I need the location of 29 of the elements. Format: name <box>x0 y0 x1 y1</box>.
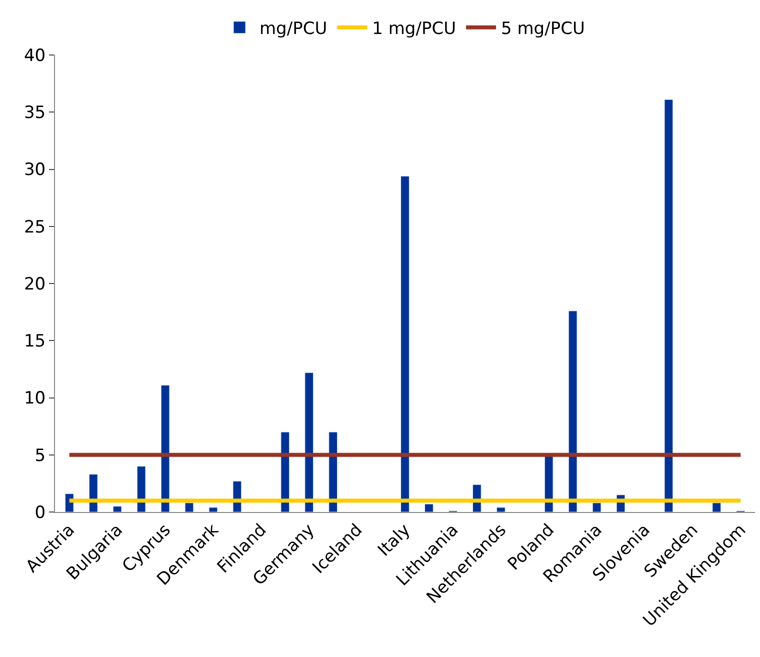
bar <box>160 384 170 512</box>
bar <box>304 372 314 512</box>
bar <box>136 466 146 512</box>
legend-label: mg/PCU <box>260 19 328 40</box>
bar <box>328 432 338 512</box>
bar <box>208 507 218 512</box>
bar <box>88 474 98 512</box>
bar <box>112 506 122 512</box>
bar <box>280 432 290 512</box>
y-tick-label: 30 <box>24 160 46 180</box>
bar <box>544 456 554 512</box>
y-tick-label: 25 <box>24 217 46 238</box>
bar <box>496 507 506 512</box>
y-tick-label: 10 <box>24 388 46 409</box>
y-tick-label: 20 <box>24 274 46 294</box>
bar <box>400 176 410 512</box>
y-tick-label: 5 <box>34 446 46 466</box>
bar <box>184 502 194 512</box>
bar <box>664 99 674 512</box>
bar <box>568 310 578 512</box>
y-tick-label: 40 <box>24 46 46 66</box>
y-tick-label: 15 <box>24 332 46 352</box>
legend-label: 5 mg/PCU <box>501 19 585 40</box>
legend-label: 1 mg/PCU <box>372 19 456 40</box>
bar <box>592 502 602 512</box>
y-tick-label: 0 <box>34 502 46 523</box>
y-tick-label: 35 <box>24 103 46 124</box>
bar <box>712 502 722 512</box>
bar <box>424 504 434 512</box>
